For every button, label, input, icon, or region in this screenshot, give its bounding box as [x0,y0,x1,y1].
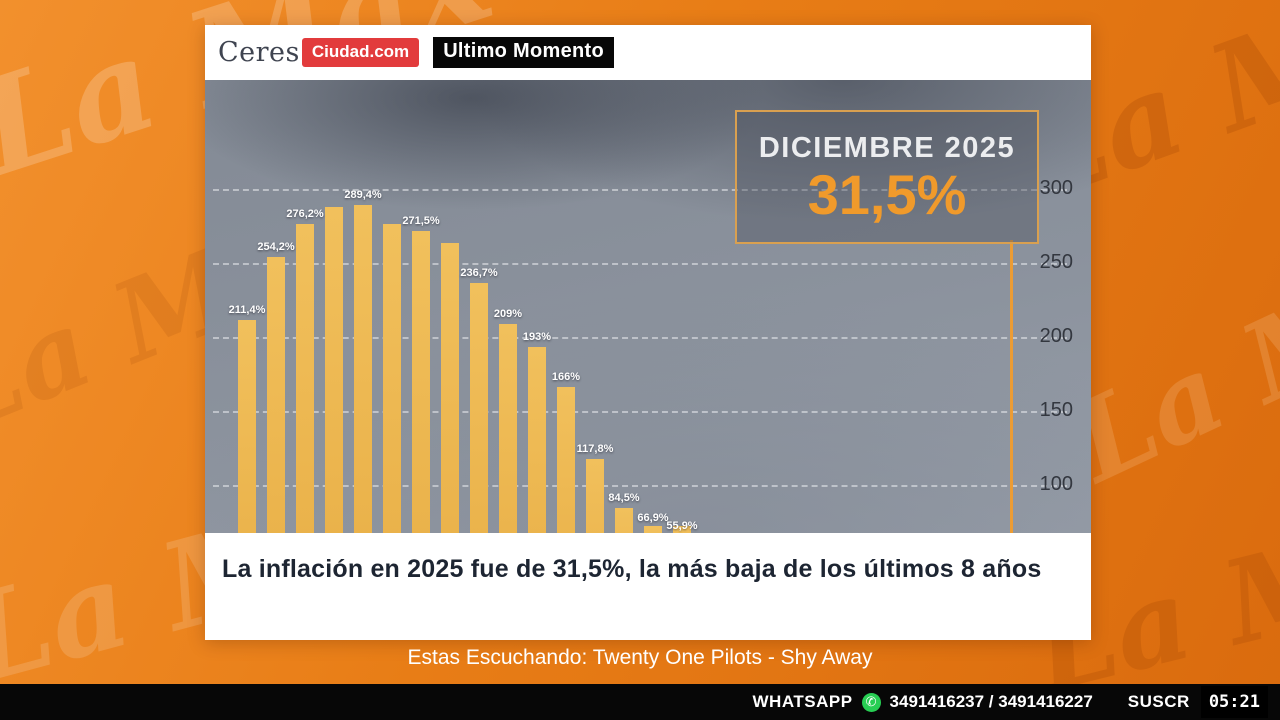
inflation-bar [383,223,401,533]
bar-value-label: 193% [522,331,552,344]
ceres-logo-text: Ceres [218,37,300,68]
subscribe-label: SUSCR [1127,692,1190,711]
inflation-bar [557,387,575,533]
video-timestamp: 05:21 [1200,686,1268,718]
inflation-bar [412,231,430,533]
y-axis-tick: 250 [1039,251,1073,273]
bar-value-label: 66,9% [637,512,669,524]
inflation-bar [615,507,633,533]
highlight-value: 31,5% [807,162,967,226]
bar-value-label: 236,7% [460,266,498,279]
inflation-bar [644,526,662,533]
inflation-bar [499,323,517,533]
headline: La inflación en 2025 fue de 31,5%, la má… [222,555,1042,583]
bar-value-label: 254,2% [257,240,295,253]
bar-value-label: 166% [551,371,581,384]
whatsapp-icon: ✆ [861,692,881,712]
inflation-bar [673,526,691,533]
y-axis-tick: 100 [1039,473,1073,495]
news-card-header: Ceres Ciudad.com Ultimo Momento [205,25,1091,80]
y-axis-tick: 150 [1039,399,1073,421]
bottom-ticker-bar: WHATSAPP ✆ 3491416237 / 3491416227 SUSCR… [0,684,1280,720]
gridline [213,337,1067,339]
bar-value-label: 271,5% [402,215,440,228]
now-playing-text: Estas Escuchando: Twenty One Pilots - Sh… [407,646,873,669]
y-axis-tick: 200 [1039,325,1073,347]
bar-value-label: 55,9% [666,520,698,532]
inflation-bar [354,204,372,533]
chart-plot: DICIEMBRE 2025 31,5% 300 250 200 150 100 211,… [205,80,1091,533]
breaking-news-badge: Ultimo Momento [433,37,615,68]
bar-value-label: 276,2% [286,208,324,221]
inflation-bar [238,320,256,533]
gridline [213,189,1067,191]
bar-value-label: 211,4% [228,304,266,317]
inflation-bar [296,224,314,533]
bar-value-label: 84,5% [608,491,640,504]
inflation-bar [441,243,459,533]
inflation-bar [325,206,343,533]
gridline [213,263,1067,265]
inflation-bar [267,256,285,533]
bar-value-label: 209% [493,307,523,320]
highlight-pointer-line [1010,240,1013,533]
gridline [213,485,1067,487]
inflation-bar [470,282,488,533]
inflation-bar [528,347,546,533]
y-axis-tick: 300 [1039,177,1073,199]
inflation-bar [586,458,604,533]
whatsapp-label: WHATSAPP [752,692,853,711]
ciudad-logo-badge: Ciudad.com [301,38,420,67]
whatsapp-numbers: 3491416237 / 3491416227 [889,692,1093,711]
bar-value-label: 117,8% [576,442,614,455]
highlight-box: DICIEMBRE 2025 31,5% [735,110,1039,244]
bar-value-label: 289,4% [344,188,382,201]
highlight-month-label: DICIEMBRE 2025 [758,131,1016,164]
gridline [213,411,1067,413]
news-card: Ceres Ciudad.com Ultimo Momento DICIEMBR… [205,25,1091,640]
